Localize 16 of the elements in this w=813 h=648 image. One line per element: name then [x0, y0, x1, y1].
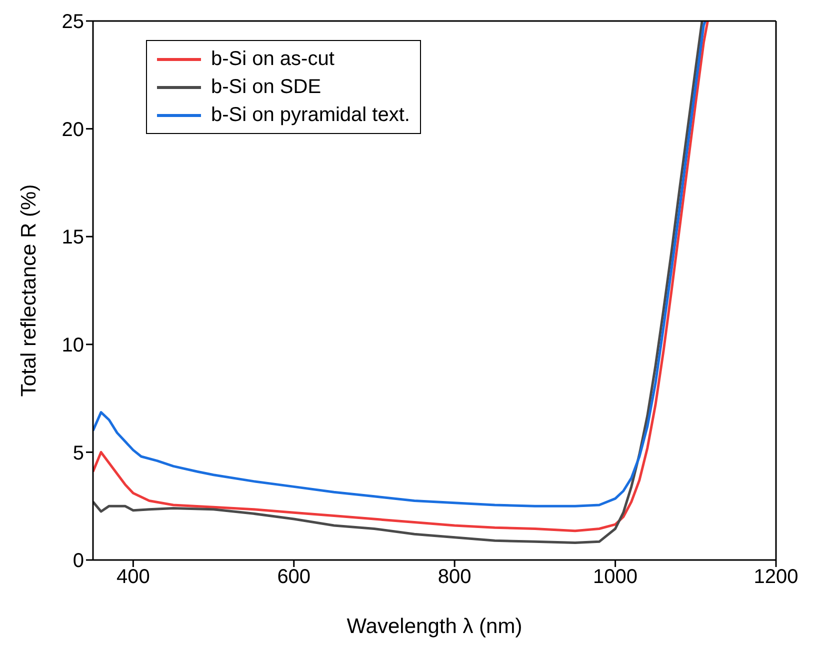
y-tick-label: 25: [62, 11, 84, 34]
legend-label: b-Si on SDE: [211, 75, 322, 100]
x-tick-label: 400: [116, 566, 150, 588]
x-tick-label: 600: [277, 566, 311, 588]
x-tick-label: 1000: [593, 566, 638, 588]
y-tick-label: 0: [72, 550, 84, 572]
x-axis-title: Wavelength λ (nm): [346, 614, 522, 638]
y-axis-title: Total reflectance R (%): [17, 184, 40, 397]
y-tick-label: 10: [62, 334, 84, 356]
y-tick-label: 20: [62, 118, 84, 141]
legend-label: b-Si on as-cut: [211, 47, 334, 72]
y-tick-label: 5: [72, 442, 84, 464]
x-tick-label: 1200: [754, 566, 798, 588]
legend-label: b-Si on pyramidal text.: [211, 103, 410, 128]
x-tick-label: 800: [438, 566, 472, 588]
y-tick-label: 15: [62, 226, 84, 249]
